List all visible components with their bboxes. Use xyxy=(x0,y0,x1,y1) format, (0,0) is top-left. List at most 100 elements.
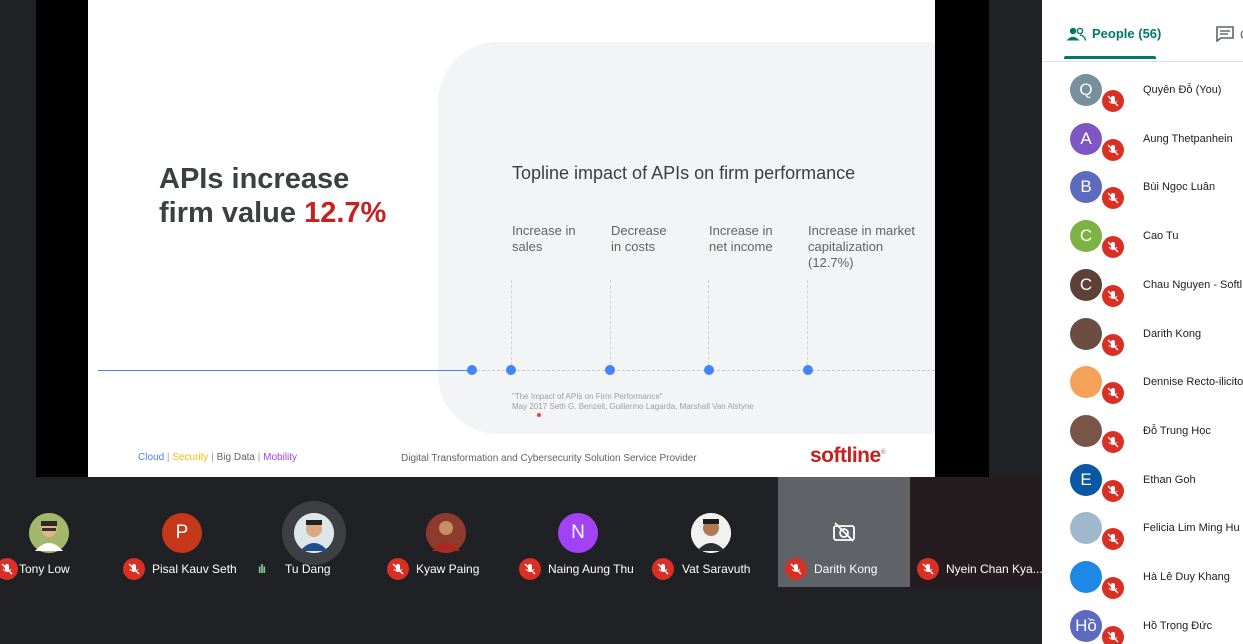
chat-icon xyxy=(1216,26,1234,42)
timeline-dot xyxy=(467,365,477,375)
metric-market-cap-line1: Increase in market xyxy=(808,223,915,238)
avatar: A xyxy=(1070,122,1102,155)
mic-off-icon xyxy=(1102,577,1124,599)
footer-tag-cloud: Cloud xyxy=(138,452,165,463)
participant-name: Pisal Kauv Seth xyxy=(152,562,237,576)
person-photo-icon xyxy=(29,513,69,553)
avatar: N xyxy=(558,513,598,553)
shared-slide: APIs increase firm value 12.7% Topline i… xyxy=(88,0,935,477)
participant-list-item[interactable]: Darith Kong xyxy=(1042,312,1243,361)
participant-name: Vat Saravuth xyxy=(682,562,751,576)
participant-tile-vat-saravuth[interactable]: Vat Saravuth xyxy=(645,477,777,587)
participant-list-name: Dennise Recto-ilicito xyxy=(1143,376,1243,389)
metric-guide-line xyxy=(807,280,808,370)
metric-net-income-line1: Increase in xyxy=(709,223,773,238)
presentation-stage: APIs increase firm value 12.7% Topline i… xyxy=(36,0,989,477)
participant-list-name: Ethan Goh xyxy=(1143,473,1196,486)
metric-costs: Decrease in costs xyxy=(611,223,731,255)
chart-title: Topline impact of APIs on firm performan… xyxy=(512,163,856,183)
metric-market-cap-line2: capitalization xyxy=(808,239,884,254)
mic-off-icon xyxy=(519,558,541,580)
footer-separator: | xyxy=(257,452,264,463)
slide-title-line1: APIs increase xyxy=(159,163,350,195)
avatar: P xyxy=(162,513,202,553)
metric-net-income: Increase in net income xyxy=(709,223,829,255)
avatar xyxy=(426,513,466,553)
registered-mark: ® xyxy=(880,449,886,456)
people-panel: People (56) C Q Quyên Đỗ (You) A Aung Thetp… xyxy=(1042,0,1243,644)
participant-list-name: Hà Lê Duy Khang xyxy=(1143,571,1230,583)
metric-sales: Increase in sales xyxy=(512,223,632,255)
metric-market-cap: Increase in market capitalization (12.7%… xyxy=(808,223,928,271)
slide-title: APIs increase firm value 12.7% xyxy=(159,162,386,230)
participant-list-item[interactable]: C Cao Tu xyxy=(1042,214,1243,263)
slide-chart-panel xyxy=(438,42,935,434)
participant-list-item[interactable]: Q Quyên Đỗ (You) xyxy=(1042,68,1243,117)
participant-name: Tony Low xyxy=(19,562,70,576)
avatar: Q xyxy=(1070,74,1102,106)
participant-tile-kyaw-paing[interactable]: Kyaw Paing xyxy=(380,477,512,587)
metric-guide-line xyxy=(511,280,512,370)
participant-tile-pisal-kauv-seth[interactable]: P Pisal Kauv Seth xyxy=(116,477,248,587)
participant-list-name: Darith Kong xyxy=(1143,327,1202,340)
participant-list-name: Felicia Lim Ming Hu xyxy=(1143,522,1240,535)
avatar: E xyxy=(1070,463,1102,496)
metric-market-cap-line3: (12.7%) xyxy=(808,255,854,270)
softline-logo: softline® xyxy=(810,444,886,468)
person-photo-icon xyxy=(294,513,334,553)
metric-costs-line1: Decrease xyxy=(611,223,667,238)
metric-guide-line xyxy=(610,280,611,370)
participant-list-name: Cao Tu xyxy=(1143,230,1179,243)
mic-off-icon xyxy=(1102,625,1124,644)
participant-list-item[interactable]: Đỗ Trung Học xyxy=(1042,409,1243,458)
citation-line1: "The Impact of APIs on Firm Performance" xyxy=(512,392,663,401)
mic-off-icon xyxy=(917,558,939,580)
mic-off-icon xyxy=(0,558,18,580)
participant-tile-naing-aung-thu[interactable]: N Naing Aung Thu xyxy=(512,477,644,587)
participant-list-item[interactable]: C Chau Nguyen - Softl xyxy=(1042,263,1243,312)
participant-tile-tu-dang[interactable]: ılı Tu Dang xyxy=(248,477,380,587)
timeline-dot xyxy=(506,365,516,375)
tab-people[interactable]: People (56) xyxy=(1066,26,1161,41)
participant-list-name: Quyên Đỗ (You) xyxy=(1143,84,1222,96)
participant-list-item[interactable]: Hà Lê Duy Khang xyxy=(1042,555,1243,604)
slide-title-highlight: 12.7% xyxy=(304,197,387,229)
participant-list-item[interactable]: E Ethan Goh xyxy=(1042,458,1243,507)
slide-title-line2-text: firm value xyxy=(159,197,305,229)
mic-off-icon xyxy=(1102,479,1124,502)
slide-footer-tagline: Digital Transformation and Cybersecurity… xyxy=(401,453,697,464)
timeline-dot xyxy=(803,365,813,375)
avatar xyxy=(1070,512,1102,545)
participant-tile-darith-kong[interactable]: Darith Kong xyxy=(778,477,910,587)
participant-list-item[interactable]: Felicia Lim Ming Hu xyxy=(1042,506,1243,555)
metric-sales-line2: sales xyxy=(512,239,543,254)
camera-off-icon xyxy=(833,522,855,542)
participant-list-item[interactable]: Hồ Hồ Trọng Đức xyxy=(1042,604,1243,644)
citation-line2: May 2017 Seth G. Benzell, Guillermo Laga… xyxy=(512,402,754,411)
person-photo-icon xyxy=(691,513,731,553)
participant-list-name: Đỗ Trung Học xyxy=(1143,424,1211,437)
tab-chat[interactable]: C xyxy=(1216,26,1243,42)
participant-tile-tony-low[interactable]: Tony Low xyxy=(0,477,132,587)
participant-name: Kyaw Paing xyxy=(416,562,480,576)
tab-people-label: People (56) xyxy=(1092,26,1162,41)
slide-footer-tags: Cloud | Security | Big Data | Mobility xyxy=(138,452,297,463)
participant-list-item[interactable]: Dennise Recto-ilicito xyxy=(1042,360,1243,409)
participant-list-item[interactable]: B Bùi Ngọc Luân xyxy=(1042,165,1243,214)
laser-pointer-dot xyxy=(537,413,541,417)
participant-tile-nyein-chan[interactable]: Nyein Chan Kya... xyxy=(910,477,1043,587)
panel-tabs: People (56) C xyxy=(1042,0,1243,62)
participant-name: Naing Aung Thu xyxy=(548,562,634,576)
avatar xyxy=(1070,414,1102,447)
mic-off-icon xyxy=(652,558,674,580)
mic-off-icon xyxy=(1102,138,1124,161)
participant-name: Tu Dang xyxy=(285,562,331,576)
avatar: B xyxy=(1070,171,1102,204)
participant-list-name: Chau Nguyen - Softl xyxy=(1143,278,1243,291)
active-tab-indicator xyxy=(1064,56,1156,59)
mic-off-icon xyxy=(785,558,807,580)
metric-guide-line xyxy=(708,280,709,370)
participant-list-item[interactable]: A Aung Thetpanhein xyxy=(1042,117,1243,166)
mic-off-icon xyxy=(1102,528,1124,551)
